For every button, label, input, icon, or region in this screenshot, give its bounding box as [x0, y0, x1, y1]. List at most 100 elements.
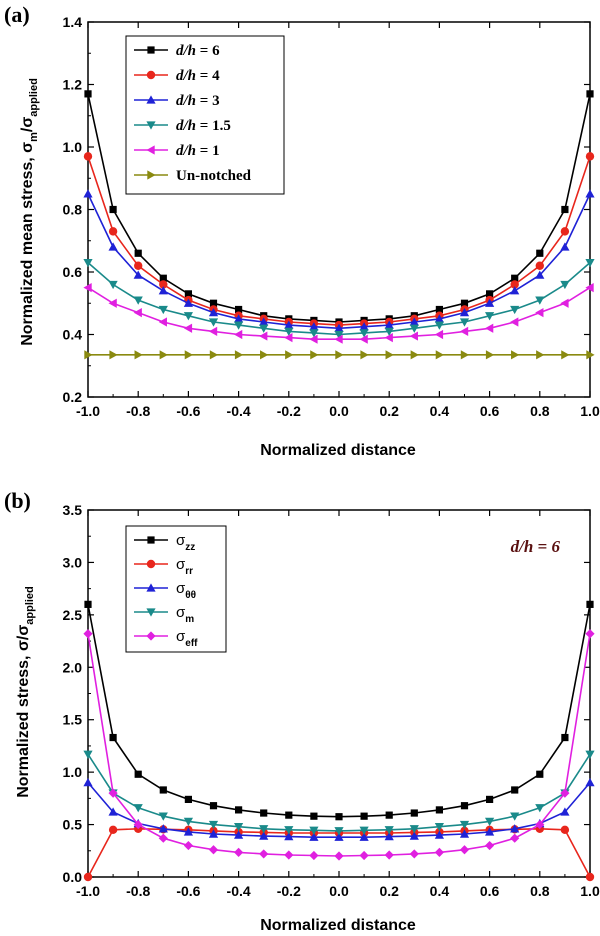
data-point: [359, 322, 369, 331]
data-point: [109, 350, 118, 360]
data-point: [183, 840, 193, 851]
data-point: [535, 261, 544, 270]
data-point: [134, 249, 142, 257]
data-point: [234, 822, 244, 832]
data-point: [435, 305, 443, 314]
data-point: [235, 305, 243, 314]
legend: d/h = 6d/h = 4d/h = 3d/h = 1.5d/h = 1Un-…: [125, 35, 285, 195]
data-point: [459, 318, 470, 327]
x-tick-label: 0.2: [379, 883, 399, 899]
data-point: [133, 308, 142, 318]
data-point: [208, 845, 219, 855]
data-point: [434, 830, 444, 839]
x-tick-label: -0.4: [227, 403, 251, 419]
x-tick-label: -0.6: [176, 403, 200, 419]
data-point: [158, 824, 168, 833]
data-point: [109, 733, 117, 742]
data-point: [486, 795, 494, 804]
legend-label-italic: d/h: [176, 43, 196, 59]
data-point: [485, 323, 494, 333]
legend-marker: [146, 631, 156, 641]
data-point: [459, 820, 470, 830]
legend-label: d/h = 6: [176, 43, 220, 59]
data-point: [234, 350, 244, 360]
legend-label: σθθ: [176, 580, 196, 601]
data-point: [510, 317, 519, 327]
data-point: [561, 205, 569, 214]
data-point: [511, 274, 519, 282]
data-point: [83, 750, 93, 759]
legend-label-text: = 3: [196, 93, 220, 109]
data-point: [158, 833, 168, 843]
data-point: [434, 321, 444, 330]
series-4: [83, 283, 594, 344]
y-tick-label: 1.5: [63, 712, 83, 728]
y-tick-label: 2.5: [63, 607, 83, 623]
data-point: [109, 205, 117, 214]
legend-label-symbol: σ: [176, 580, 186, 597]
data-point: [108, 242, 118, 251]
data-point: [133, 296, 143, 305]
data-point: [184, 795, 192, 804]
data-point: [83, 283, 92, 293]
x-tick-label: 0.4: [430, 883, 450, 899]
data-point: [284, 850, 294, 860]
data-point: [83, 778, 93, 787]
data-point: [83, 258, 93, 268]
legend-label: σeff: [176, 628, 198, 649]
data-point: [585, 189, 595, 198]
data-point: [384, 826, 394, 835]
x-tick-label: 0.8: [530, 403, 550, 419]
data-point: [234, 321, 244, 330]
y-tick-label: 0.6: [63, 264, 83, 280]
y-tick-label: 2.0: [63, 659, 83, 675]
data-point: [385, 350, 394, 360]
data-point: [384, 327, 394, 336]
data-point: [184, 290, 192, 298]
data-point: [359, 832, 369, 841]
data-point: [485, 840, 495, 851]
data-point: [83, 629, 93, 639]
y-tick-label: 0.5: [63, 817, 83, 833]
series-3: [83, 258, 595, 340]
legend-marker: [147, 536, 155, 544]
legend-label-text: = 4: [196, 68, 220, 84]
data-point: [309, 322, 319, 331]
data-point: [485, 298, 495, 307]
data-point: [183, 827, 193, 836]
data-point: [434, 314, 444, 323]
x-tick-label: 1.0: [580, 883, 600, 899]
data-point: [259, 831, 269, 840]
data-point: [159, 786, 167, 794]
data-point: [183, 298, 193, 307]
data-point: [359, 334, 368, 344]
data-point: [83, 152, 93, 161]
x-tick-label: 0.0: [329, 883, 349, 899]
data-point: [561, 350, 570, 360]
data-point: [560, 298, 569, 308]
data-point: [83, 872, 93, 882]
legend-label: σzz: [176, 532, 195, 553]
x-tick-label: -0.4: [227, 883, 251, 899]
legend-box: [125, 525, 227, 653]
x-tick-label: -0.6: [176, 883, 200, 899]
x-tick-label: -1.0: [76, 883, 100, 899]
data-point: [310, 812, 318, 820]
data-point: [159, 274, 167, 282]
data-point: [334, 851, 344, 861]
legend-label: d/h = 1: [176, 143, 220, 159]
data-point: [285, 350, 294, 360]
data-point: [108, 807, 118, 816]
data-point: [334, 330, 344, 340]
legend-label: d/h = 3: [176, 93, 220, 109]
legend-label-symbol: σ: [176, 628, 186, 645]
data-point: [384, 850, 394, 860]
legend-label-sub: rr: [185, 566, 193, 577]
data-point: [334, 827, 344, 836]
y-tick-label: 3.0: [63, 554, 83, 570]
data-point: [510, 833, 520, 843]
x-tick-label: -1.0: [76, 403, 100, 419]
data-point: [585, 258, 595, 268]
data-point: [586, 90, 594, 98]
